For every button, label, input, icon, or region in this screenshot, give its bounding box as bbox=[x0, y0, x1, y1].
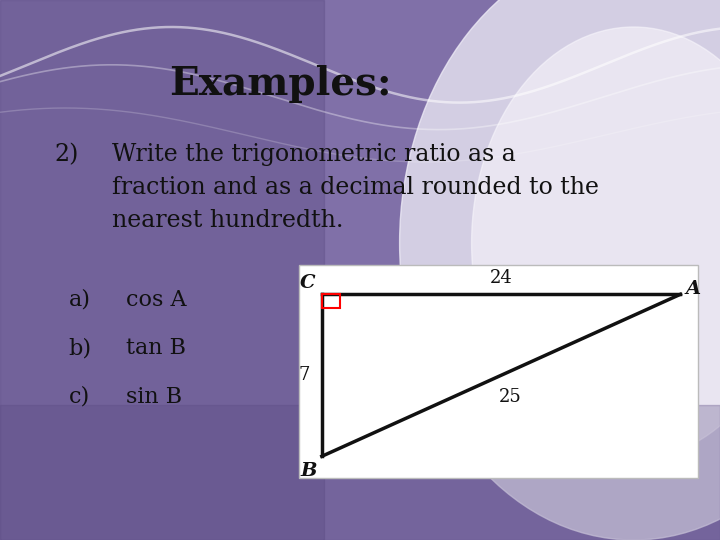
Text: 25: 25 bbox=[498, 388, 521, 406]
Ellipse shape bbox=[400, 0, 720, 540]
Text: B: B bbox=[301, 462, 317, 481]
Text: c): c) bbox=[68, 386, 90, 408]
Text: C: C bbox=[300, 274, 315, 293]
Text: tan B: tan B bbox=[126, 338, 186, 359]
Bar bbox=[299, 265, 698, 478]
Text: 2): 2) bbox=[54, 143, 78, 166]
Bar bbox=[0, 405, 720, 540]
Ellipse shape bbox=[472, 27, 720, 459]
Text: 24: 24 bbox=[490, 269, 513, 287]
Text: sin B: sin B bbox=[126, 386, 182, 408]
Text: a): a) bbox=[68, 289, 91, 310]
Text: cos A: cos A bbox=[126, 289, 186, 310]
Text: Examples:: Examples: bbox=[169, 65, 392, 103]
Bar bbox=[322, 294, 340, 308]
Text: 7: 7 bbox=[298, 366, 310, 384]
Text: Write the trigonometric ratio as a
fraction and as a decimal rounded to the
near: Write the trigonometric ratio as a fract… bbox=[112, 143, 598, 232]
Text: A: A bbox=[685, 280, 701, 298]
Text: b): b) bbox=[68, 338, 91, 359]
Bar bbox=[0, 0, 324, 540]
